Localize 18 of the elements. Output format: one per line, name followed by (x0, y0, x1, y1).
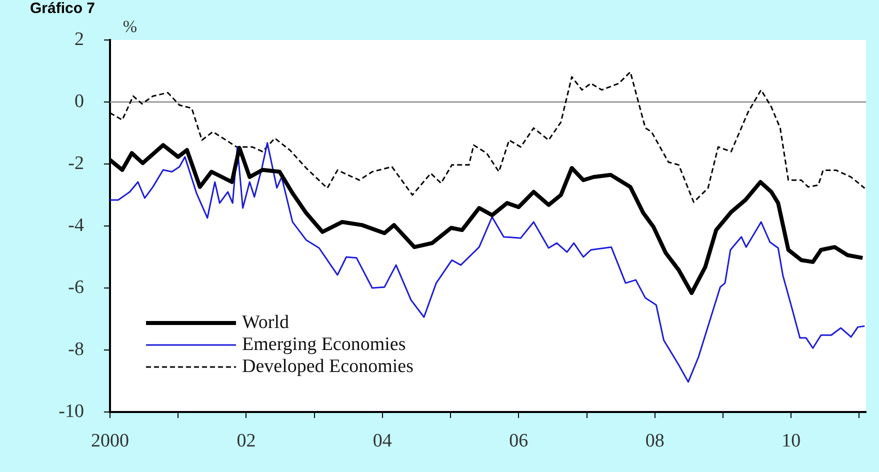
x-tick-label: 10 (782, 430, 801, 452)
y-tick-label: -4 (68, 214, 84, 236)
x-tick-label: 04 (372, 430, 392, 452)
x-tick-label: 08 (645, 430, 664, 452)
y-axis-title: % (122, 16, 138, 36)
legend-label: Emerging Economies (242, 334, 406, 356)
x-tick-label: 06 (509, 430, 528, 452)
chart-title: Gráfico 7 (30, 0, 96, 17)
y-tick-label: 0 (74, 90, 84, 112)
legend-label: Developed Economies (242, 356, 414, 378)
y-tick-label: -10 (58, 400, 84, 422)
y-tick-label: -6 (68, 276, 84, 298)
y-tick-label: -2 (68, 152, 84, 174)
x-tick-label: 2000 (91, 430, 129, 452)
y-tick-label: 2 (74, 28, 84, 50)
y-tick-label: -8 (68, 338, 84, 360)
legend-label: World (242, 312, 290, 334)
x-tick-label: 02 (236, 430, 256, 452)
